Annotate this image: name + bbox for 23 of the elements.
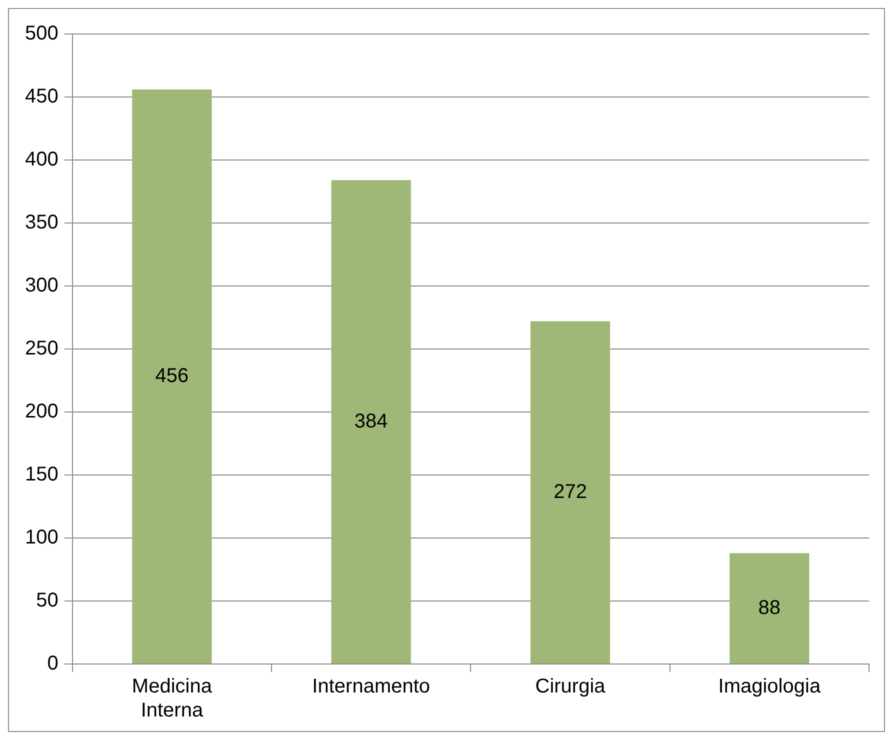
y-tick-label: 0 bbox=[47, 652, 58, 675]
y-tick-label: 150 bbox=[24, 464, 58, 486]
y-tick-label: 500 bbox=[24, 22, 58, 45]
x-tick-label: Cirurgia bbox=[535, 676, 606, 698]
x-tick-label: Medicina Interna bbox=[132, 676, 213, 722]
x-tick-label: Imagiologia bbox=[718, 676, 822, 698]
y-tick-label: 350 bbox=[24, 212, 58, 234]
data-label: 272 bbox=[554, 480, 587, 503]
data-label: 384 bbox=[354, 410, 388, 432]
data-label: 456 bbox=[155, 364, 189, 387]
y-tick-label: 250 bbox=[24, 338, 58, 360]
y-tick-label: 400 bbox=[24, 148, 58, 171]
y-tick-label: 450 bbox=[24, 86, 58, 108]
bar bbox=[530, 321, 610, 664]
y-tick-label: 100 bbox=[24, 526, 58, 549]
x-tick-label: Internamento bbox=[312, 676, 430, 698]
y-tick-label: 50 bbox=[36, 590, 58, 612]
bar bbox=[132, 89, 212, 664]
bar bbox=[730, 553, 810, 664]
bar bbox=[331, 180, 411, 664]
data-label: 88 bbox=[758, 596, 781, 619]
y-tick-label: 200 bbox=[24, 400, 58, 423]
y-tick-label: 300 bbox=[24, 274, 58, 297]
